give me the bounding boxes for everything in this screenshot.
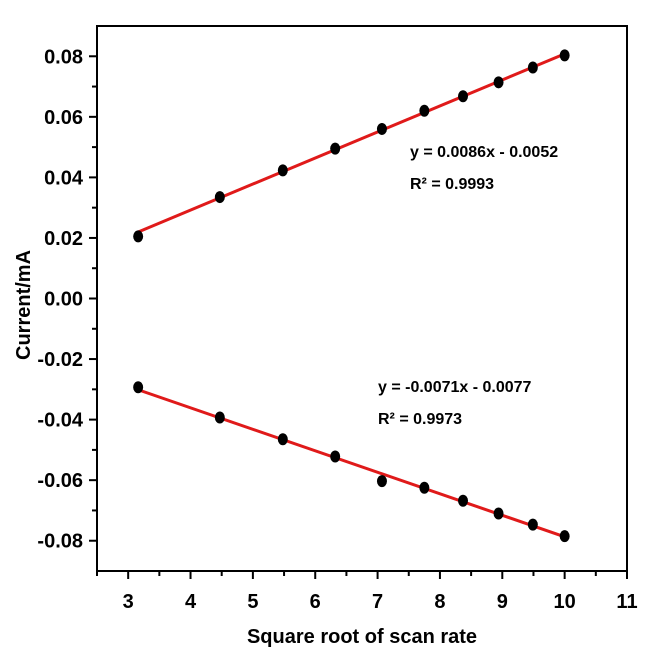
series-2-point <box>133 381 144 394</box>
series-2-point <box>330 450 341 463</box>
series-2-point <box>559 530 570 543</box>
ticks-layer <box>89 55 628 579</box>
y-axis-title: Current/mA <box>13 250 35 360</box>
y-tick-label: -0.04 <box>37 410 83 432</box>
series-1-point <box>277 164 288 177</box>
y-tick-label: 0.06 <box>44 107 83 129</box>
x-tick-label: 4 <box>185 591 197 613</box>
series-1-point <box>527 61 538 74</box>
y-tick-label: -0.08 <box>37 531 83 553</box>
series-2-point <box>527 518 538 531</box>
y-tick-label: -0.06 <box>37 470 83 492</box>
y-tick-label: -0.02 <box>37 349 83 371</box>
x-tick-label: 10 <box>554 591 576 613</box>
series-1-r-squared: R² = 0.9993 <box>410 176 494 193</box>
x-tick-label: 5 <box>247 591 258 613</box>
y-tick-label: 0.00 <box>44 289 83 311</box>
series-1-point <box>493 76 504 89</box>
fit-lines-layer <box>137 52 566 539</box>
series-2-point <box>376 475 387 488</box>
series-1-point <box>214 191 225 204</box>
series-2-equation: y = -0.0071x - 0.0077 <box>378 379 532 396</box>
y-tick-label: 0.08 <box>44 46 83 68</box>
series-2-fit-line <box>137 388 566 539</box>
series-1-point <box>330 142 341 155</box>
series-2-r-squared: R² = 0.9973 <box>378 411 462 428</box>
series-2-point <box>419 481 430 494</box>
x-tick-label: 7 <box>372 591 383 613</box>
series-2-point <box>277 433 288 446</box>
x-tick-label: 3 <box>123 591 134 613</box>
x-tick-label: 11 <box>616 591 637 613</box>
series-1-point <box>559 49 570 62</box>
x-tick-label: 6 <box>310 591 321 613</box>
series-1-fit-line <box>137 52 566 234</box>
y-tick-label: 0.02 <box>44 228 83 250</box>
x-tick-label: 8 <box>434 591 445 613</box>
series-1-point <box>458 90 469 103</box>
data-points-layer <box>133 49 570 543</box>
x-tick-label: 9 <box>497 591 508 613</box>
plot-frame <box>96 25 628 572</box>
series-1-point <box>133 230 144 243</box>
series-1-equation: y = 0.0086x - 0.0052 <box>410 144 558 161</box>
y-tick-label: 0.04 <box>44 167 84 189</box>
x-axis-title: Square root of scan rate <box>247 626 477 648</box>
series-2-point <box>214 411 225 424</box>
labels-layer: 3 4 5 6 7 8 9 10 11 -0.08 -0.06 -0.04 -0.02 0.00 0.02 0… <box>37 46 637 613</box>
series-1-point <box>376 122 387 135</box>
series-2-point <box>493 507 504 520</box>
series-2-point <box>458 494 469 507</box>
series-1-point <box>419 104 430 117</box>
